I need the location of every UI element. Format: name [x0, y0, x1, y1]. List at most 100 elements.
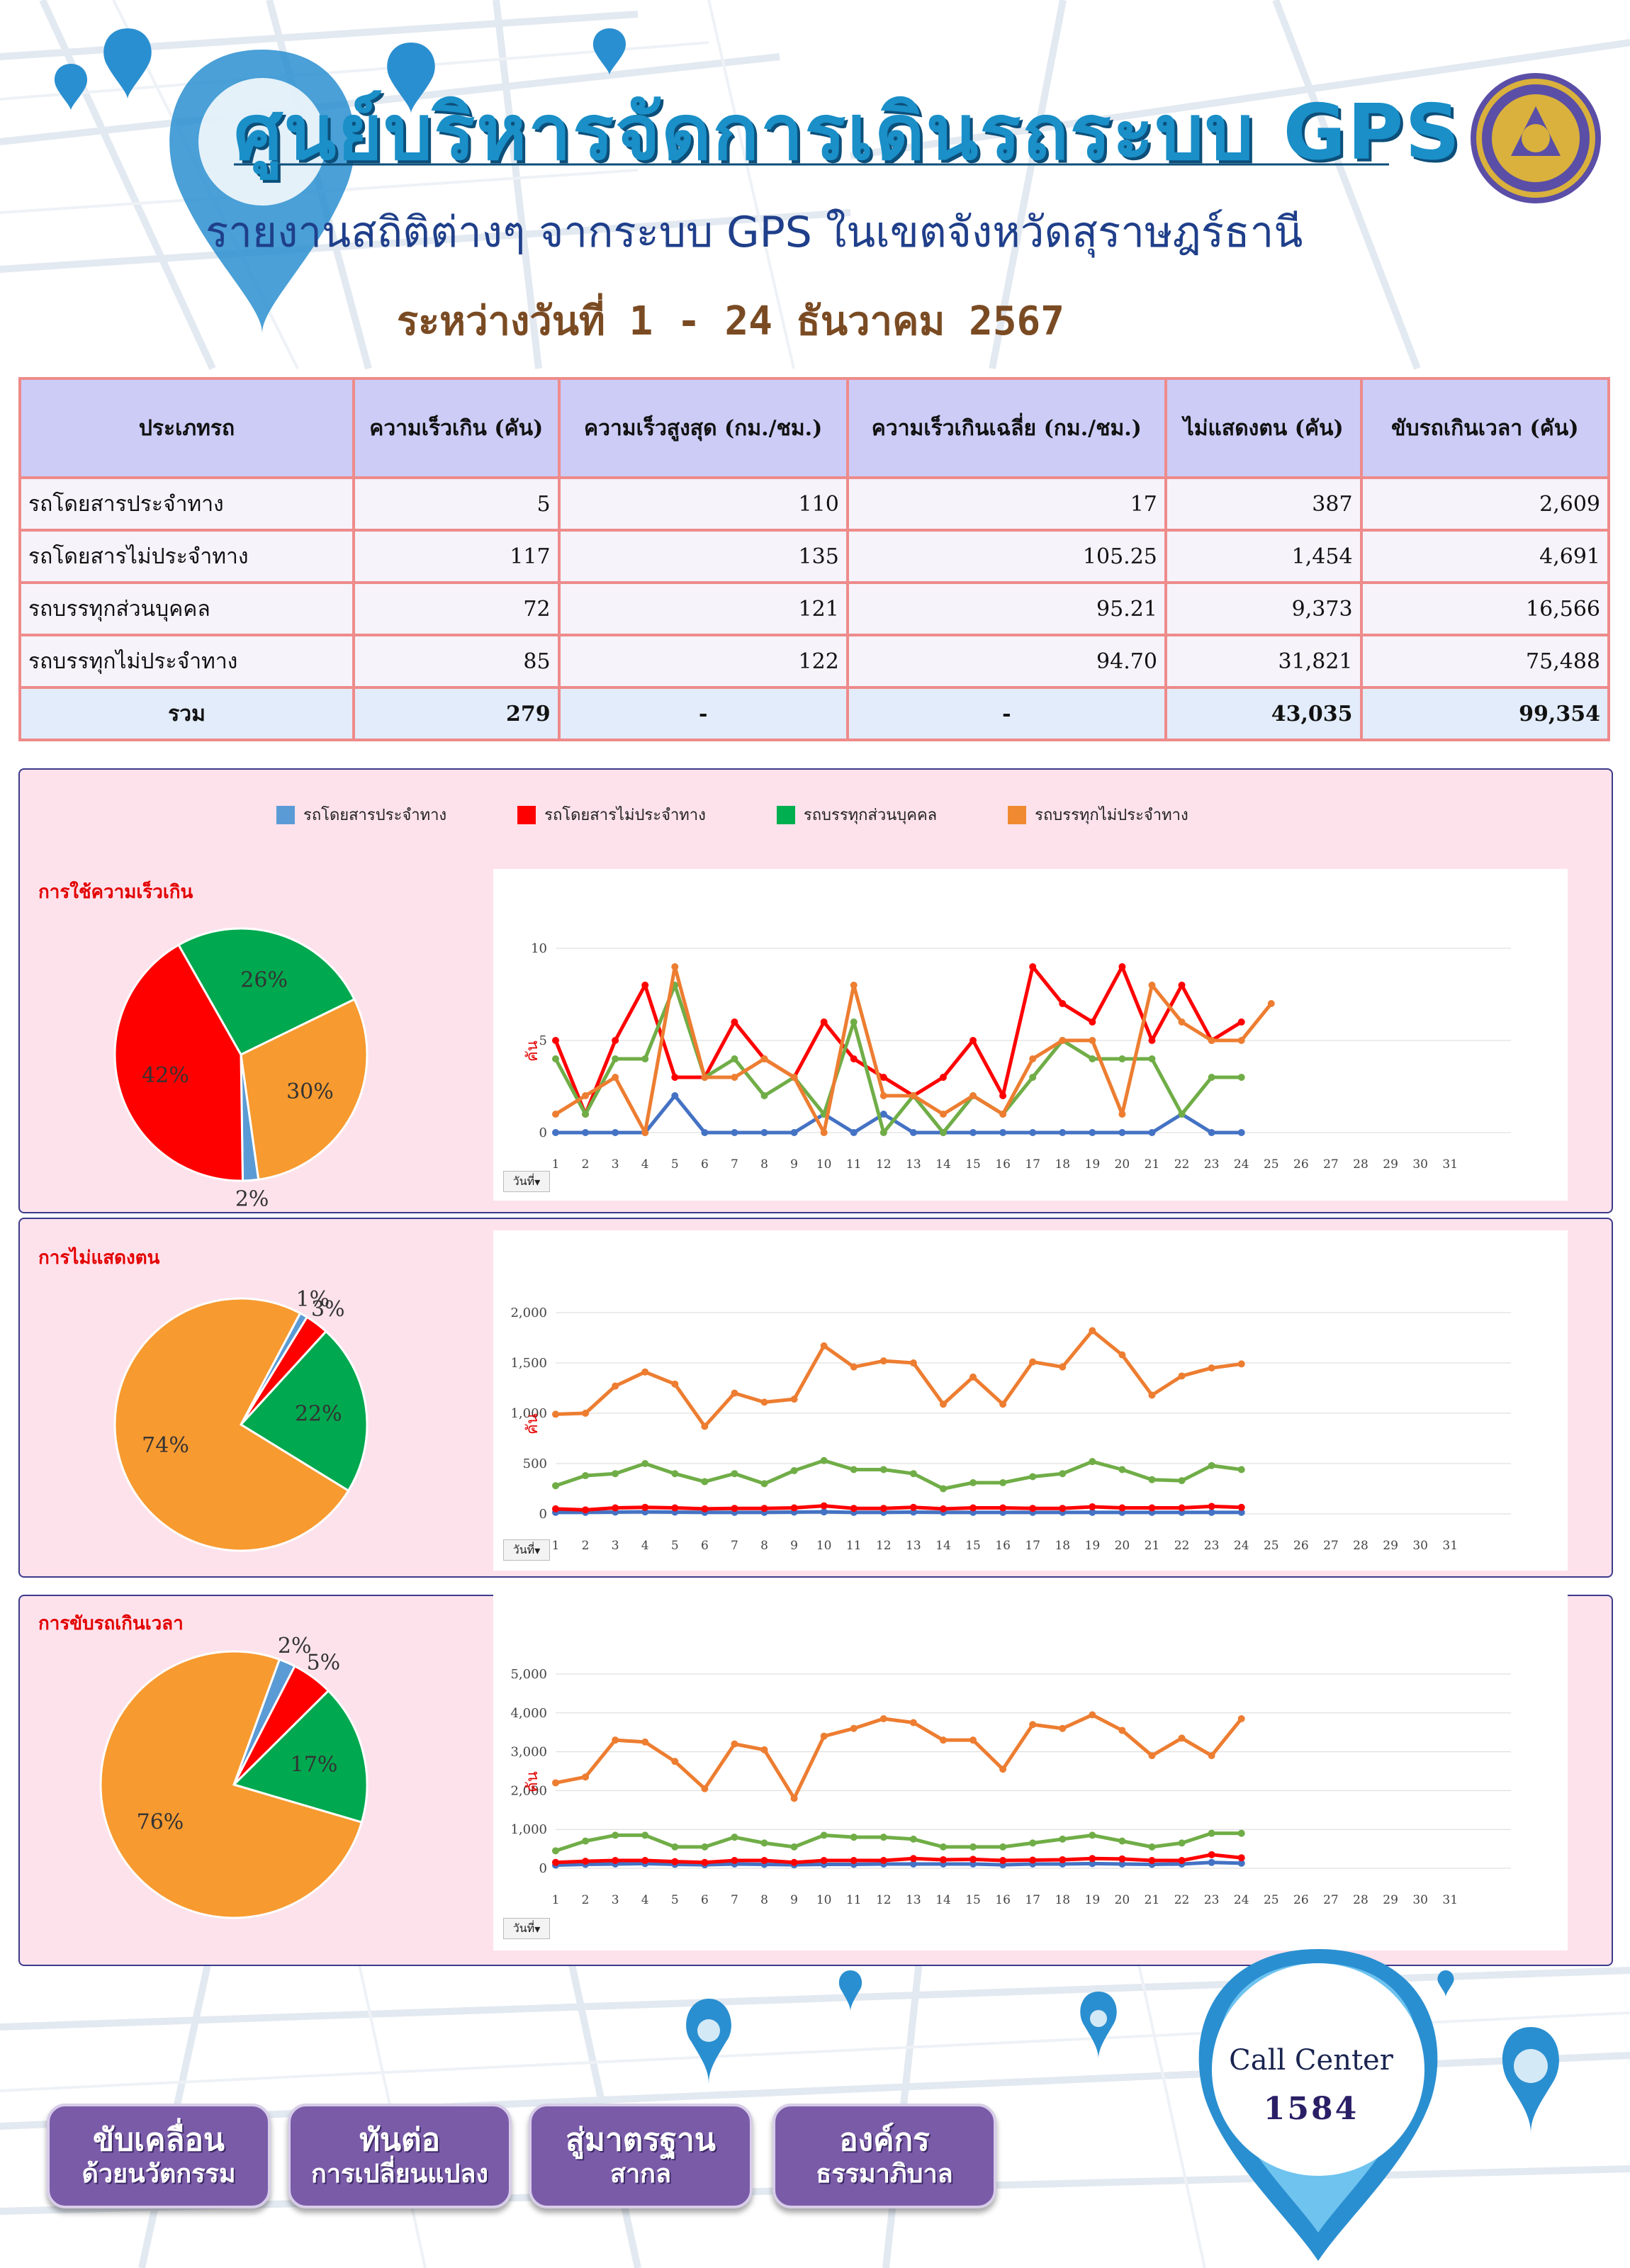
- data-point: [582, 1837, 590, 1845]
- table-cell: 110: [557, 476, 849, 532]
- data-point: [879, 1074, 887, 1081]
- data-point: [1237, 1018, 1245, 1026]
- series-line: [555, 1831, 1242, 1853]
- x-tick-label: 10: [816, 1539, 832, 1553]
- table-cell: 94.70: [845, 634, 1167, 689]
- data-point: [909, 1719, 917, 1727]
- table-cell: 121: [557, 581, 849, 636]
- series-line: [553, 965, 1243, 1116]
- day-filter-dropdown[interactable]: วันที่ ▾: [503, 1918, 550, 1939]
- x-tick-label: 30: [1412, 1157, 1428, 1172]
- day-filter-dropdown[interactable]: วันที่ ▾: [503, 1539, 550, 1561]
- x-tick-label: 16: [995, 1157, 1011, 1172]
- data-point: [1178, 1018, 1186, 1026]
- data-point: [701, 1785, 709, 1792]
- data-point: [1178, 1504, 1186, 1512]
- data-point: [760, 1746, 768, 1753]
- x-tick-label: 30: [1412, 1539, 1428, 1553]
- change-button[interactable]: ทันต่อ การเปลี่ยนแปลง: [288, 2104, 512, 2208]
- data-point: [1178, 982, 1186, 989]
- data-point: [1059, 1000, 1067, 1007]
- y-axis-label: คัน: [524, 1771, 541, 1792]
- x-tick-label: 4: [641, 1893, 649, 1907]
- x-tick-label: 5: [671, 1893, 679, 1907]
- innovation-button[interactable]: ขับเคลื่อน ด้วยนวัตกรรม: [47, 2104, 271, 2208]
- data-point: [671, 1092, 679, 1099]
- table-cell: 5: [352, 476, 561, 532]
- x-tick-label: 24: [1234, 1157, 1249, 1172]
- overspeed-pie-chart: 2% 42% 26% 30%: [113, 927, 369, 1211]
- table-cell: 122: [557, 634, 849, 689]
- data-point: [701, 1478, 709, 1486]
- x-tick-label: 30: [1412, 1893, 1428, 1907]
- governance-button[interactable]: องค์กร ธรรมาภิบาล: [772, 2104, 996, 2208]
- table-cell: 9,373: [1164, 581, 1363, 636]
- data-point: [760, 1857, 768, 1865]
- day-filter-dropdown[interactable]: วันที่ ▾: [503, 1171, 550, 1192]
- data-point: [552, 1037, 559, 1044]
- dropdown-label: วันที่: [512, 1174, 535, 1188]
- data-point: [582, 1410, 590, 1417]
- x-tick-label: 20: [1115, 1893, 1130, 1907]
- y-tick-label: 0: [539, 1125, 547, 1140]
- x-tick-label: 28: [1353, 1539, 1368, 1553]
- data-point: [1148, 1037, 1156, 1044]
- data-point: [1178, 1839, 1186, 1847]
- y-tick-label: 5: [539, 1033, 547, 1048]
- x-tick-label: 2: [582, 1893, 590, 1907]
- data-point: [731, 1129, 738, 1136]
- data-point: [1237, 1074, 1245, 1081]
- data-point: [999, 1129, 1007, 1136]
- y-tick-label: 3,000: [510, 1745, 547, 1760]
- column-header-max-speed: ความเร็วสูงสุด (กม./ชม.): [557, 377, 849, 479]
- data-point: [1237, 1037, 1245, 1044]
- data-point: [1059, 1037, 1067, 1044]
- data-point: [552, 1505, 559, 1512]
- table-cell: 72: [352, 581, 561, 636]
- data-point: [671, 1843, 679, 1851]
- data-point: [582, 1092, 590, 1099]
- x-tick-label: 4: [641, 1539, 649, 1553]
- data-point: [760, 1055, 768, 1062]
- data-point: [850, 1857, 858, 1865]
- y-tick-label: 1,000: [510, 1406, 547, 1421]
- column-header-overspeed: ความเร็วเกิน (คัน): [352, 377, 561, 479]
- standard-button[interactable]: สู่มาตรฐาน สากล: [529, 2104, 753, 2208]
- table-cell: รถโดยสารประจำทาง: [18, 476, 356, 532]
- x-tick-label: 9: [790, 1539, 798, 1553]
- table-header-row: ประเภทรถ ความเร็วเกิน (คัน) ความเร็วสูงส…: [18, 377, 1611, 479]
- data-point: [552, 1410, 559, 1418]
- pie-slice-label: 76%: [137, 1810, 184, 1835]
- data-point: [909, 1835, 917, 1843]
- data-point: [1118, 1727, 1126, 1734]
- series-line: [555, 1713, 1243, 1800]
- table-cell: 17: [845, 476, 1167, 532]
- data-point: [1089, 1327, 1096, 1335]
- y-tick-label: 1,500: [510, 1356, 547, 1371]
- data-point: [1208, 1074, 1215, 1081]
- pie-slice: [239, 1330, 369, 1493]
- x-tick-label: 31: [1442, 1539, 1458, 1553]
- x-tick-label: 20: [1115, 1157, 1130, 1172]
- data-point: [731, 1834, 738, 1841]
- data-point: [641, 1368, 649, 1376]
- y-tick-label: 10: [531, 941, 547, 956]
- date-range: ระหว่างวันที่ 1 - 24 ธันวาคม 2567: [397, 298, 1064, 344]
- data-point: [999, 1504, 1007, 1512]
- data-point: [760, 1480, 768, 1488]
- table-cell: 95.21: [845, 581, 1167, 636]
- pie-slice-label: 3%: [311, 1297, 345, 1322]
- data-point: [612, 1831, 619, 1839]
- table-row: รถโดยสารประจำทาง 5 110 17 387 2,609: [18, 476, 1611, 532]
- overspeed-panel-title: การใช้ความเร็วเกิน: [38, 882, 193, 903]
- data-point: [1089, 1508, 1096, 1516]
- legend-swatch: [1008, 805, 1027, 824]
- data-point: [820, 1018, 828, 1026]
- data-point: [552, 1779, 559, 1787]
- data-point: [820, 1508, 828, 1516]
- dropdown-label: วันที่: [512, 1542, 535, 1556]
- data-point: [909, 1855, 917, 1863]
- data-point: [1148, 1476, 1156, 1483]
- data-point: [671, 1504, 679, 1512]
- data-point: [1237, 1829, 1245, 1837]
